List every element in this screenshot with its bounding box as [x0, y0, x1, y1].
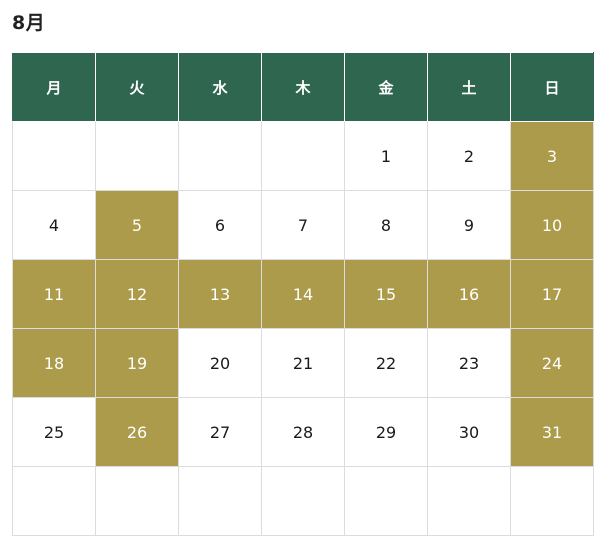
calendar-day-highlighted[interactable]: 24 [510, 328, 594, 398]
weekday-sun: 日 [510, 52, 594, 122]
calendar-day-highlighted[interactable]: 17 [510, 259, 594, 329]
calendar-day[interactable]: 25 [12, 397, 96, 467]
weekday-sat: 土 [427, 52, 511, 122]
calendar-day-empty [178, 121, 262, 191]
calendar-day-empty [510, 466, 594, 536]
calendar-day-highlighted[interactable]: 13 [178, 259, 262, 329]
weekday-thu: 木 [261, 52, 345, 122]
calendar-week-row: 25 26 27 28 29 30 31 [12, 397, 594, 467]
calendar-day-highlighted[interactable]: 12 [95, 259, 179, 329]
calendar-day-empty [12, 121, 96, 191]
calendar-day-highlighted[interactable]: 5 [95, 190, 179, 260]
weekday-mon: 月 [12, 52, 96, 122]
weekday-header-row: 月 火 水 木 金 土 日 [12, 52, 594, 122]
calendar-day[interactable]: 28 [261, 397, 345, 467]
calendar-day-highlighted[interactable]: 11 [12, 259, 96, 329]
calendar-day-highlighted[interactable]: 10 [510, 190, 594, 260]
calendar-day[interactable]: 27 [178, 397, 262, 467]
calendar-day-empty [178, 466, 262, 536]
calendar-day-empty [261, 466, 345, 536]
calendar-day-empty [95, 466, 179, 536]
calendar-week-row: 18 19 20 21 22 23 24 [12, 328, 594, 398]
calendar-grid: 月 火 水 木 金 土 日 1 2 3 4 5 6 7 8 9 10 11 12 13 14 15 16 17 1… [12, 52, 594, 536]
calendar-day[interactable]: 1 [344, 121, 428, 191]
weekday-fri: 金 [344, 52, 428, 122]
calendar-day-empty [427, 466, 511, 536]
calendar-day[interactable]: 29 [344, 397, 428, 467]
calendar-day-empty [344, 466, 428, 536]
calendar-day-highlighted[interactable]: 31 [510, 397, 594, 467]
calendar-day-highlighted[interactable]: 15 [344, 259, 428, 329]
calendar-day[interactable]: 20 [178, 328, 262, 398]
calendar-day[interactable]: 22 [344, 328, 428, 398]
calendar-day-empty [95, 121, 179, 191]
month-title: 8月 [12, 12, 46, 34]
calendar-day[interactable]: 7 [261, 190, 345, 260]
calendar-day-highlighted[interactable]: 26 [95, 397, 179, 467]
calendar-week-row: 11 12 13 14 15 16 17 [12, 259, 594, 329]
calendar-day-highlighted[interactable]: 3 [510, 121, 594, 191]
calendar-day-highlighted[interactable]: 19 [95, 328, 179, 398]
calendar-day[interactable]: 9 [427, 190, 511, 260]
calendar-day[interactable]: 2 [427, 121, 511, 191]
calendar-week-row [12, 466, 594, 536]
calendar-week-row: 4 5 6 7 8 9 10 [12, 190, 594, 260]
calendar-day[interactable]: 21 [261, 328, 345, 398]
calendar-day[interactable]: 30 [427, 397, 511, 467]
calendar-day-highlighted[interactable]: 16 [427, 259, 511, 329]
weekday-wed: 水 [178, 52, 262, 122]
calendar-day-highlighted[interactable]: 18 [12, 328, 96, 398]
calendar-day-empty [261, 121, 345, 191]
calendar-day[interactable]: 4 [12, 190, 96, 260]
calendar-day[interactable]: 23 [427, 328, 511, 398]
calendar-day-empty [12, 466, 96, 536]
calendar-day[interactable]: 8 [344, 190, 428, 260]
weekday-tue: 火 [95, 52, 179, 122]
calendar-day[interactable]: 6 [178, 190, 262, 260]
calendar-day-highlighted[interactable]: 14 [261, 259, 345, 329]
